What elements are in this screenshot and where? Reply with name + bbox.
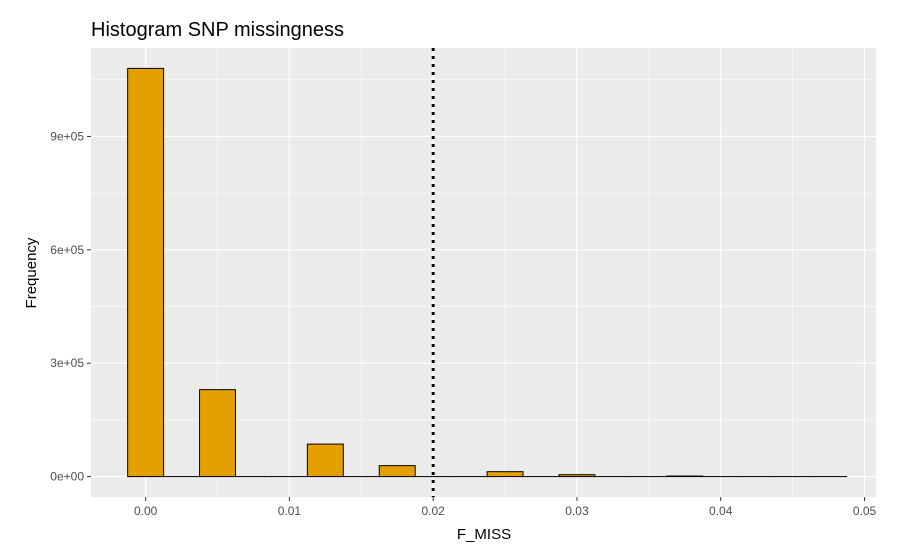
x-tick-label: 0.05 xyxy=(853,504,877,518)
y-tick-label: 6e+05 xyxy=(50,243,84,257)
y-axis-ticks: 0e+00 3e+05 6e+05 9e+05 xyxy=(50,129,91,484)
histogram-bars xyxy=(127,67,848,478)
histogram-bar xyxy=(378,465,416,478)
x-axis-title: F_MISS xyxy=(457,526,511,543)
chart-title: Histogram SNP missingness xyxy=(91,19,344,41)
grid-minor xyxy=(91,48,876,497)
x-tick-label: 0.01 xyxy=(278,504,302,518)
y-tick-label: 0e+00 xyxy=(50,470,84,484)
x-tick-label: 0.03 xyxy=(565,504,589,518)
histogram-bar xyxy=(306,443,344,478)
x-axis-ticks: 0.00 0.01 0.02 0.03 0.04 0.05 xyxy=(134,497,877,518)
histogram-bar xyxy=(199,389,236,478)
x-tick-label: 0.04 xyxy=(709,504,733,518)
histogram-bar xyxy=(666,475,704,478)
x-tick-label: 0.02 xyxy=(421,504,445,518)
histogram-bar xyxy=(486,471,524,478)
histogram-bar xyxy=(558,474,596,478)
y-tick-label: 3e+05 xyxy=(50,356,84,370)
y-tick-label: 9e+05 xyxy=(50,129,84,143)
histogram-bar xyxy=(127,67,165,478)
y-axis-title: Frequency xyxy=(23,237,40,308)
x-tick-label: 0.00 xyxy=(134,504,158,518)
